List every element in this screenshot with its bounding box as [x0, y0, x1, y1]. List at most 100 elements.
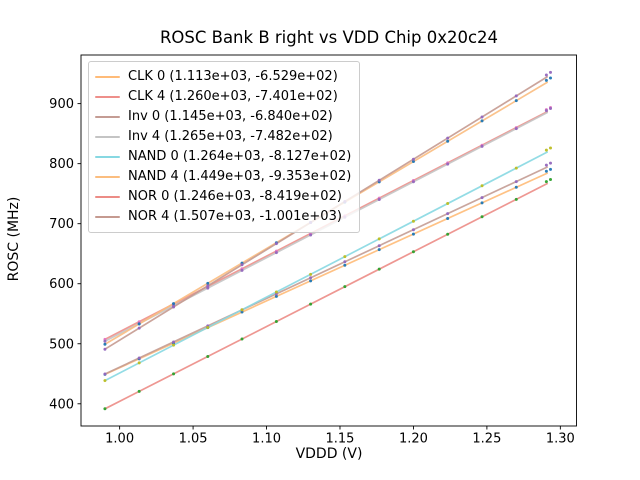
- legend-entry: NAND 4 (1.449e+03, -9.353e+02): [95, 167, 351, 187]
- legend-line-swatch: [95, 155, 120, 159]
- x-tick-label: 1.05: [179, 432, 208, 447]
- data-point: [480, 119, 484, 123]
- data-point: [343, 255, 347, 259]
- data-point: [103, 372, 107, 376]
- data-point: [274, 290, 278, 294]
- legend-line-swatch: [95, 115, 120, 119]
- data-point: [544, 109, 548, 113]
- y-tick-label: 700: [49, 217, 74, 232]
- data-point: [446, 136, 450, 140]
- data-point: [544, 78, 548, 82]
- x-tick-label: 1.20: [399, 432, 428, 447]
- data-point: [548, 161, 552, 165]
- y-tick-label: 900: [49, 97, 74, 112]
- data-point: [377, 197, 381, 201]
- fit-line: [104, 182, 548, 410]
- data-point: [240, 268, 244, 272]
- data-point: [103, 379, 107, 383]
- data-point: [206, 325, 210, 329]
- data-point: [544, 180, 548, 184]
- data-point: [240, 308, 244, 312]
- data-point: [206, 284, 210, 288]
- y-tick-label: 800: [49, 157, 74, 172]
- legend-entry-label: CLK 4 (1.260e+03, -7.401e+02): [128, 89, 338, 104]
- data-point: [544, 169, 548, 173]
- data-point: [274, 251, 278, 255]
- x-tick-label: 1.00: [105, 432, 134, 447]
- data-point: [343, 263, 347, 267]
- legend-entry-label: Inv 0 (1.145e+03, -6.840e+02): [128, 109, 333, 124]
- data-point: [274, 294, 278, 298]
- data-point: [480, 115, 484, 119]
- data-point: [172, 372, 176, 376]
- data-point: [544, 148, 548, 152]
- x-axis-label: VDDD (V): [295, 446, 363, 462]
- data-point: [548, 167, 552, 171]
- y-tick-label: 600: [49, 277, 74, 292]
- data-point: [514, 127, 518, 131]
- data-point: [514, 94, 518, 98]
- fit-line: [104, 166, 548, 375]
- data-point: [480, 201, 484, 205]
- y-tick-label: 500: [49, 337, 74, 352]
- fit-line: [104, 151, 548, 382]
- legend-line-swatch: [95, 175, 120, 179]
- data-point: [206, 286, 210, 290]
- data-point: [548, 76, 552, 80]
- data-point: [274, 320, 278, 324]
- legend-entry: CLK 4 (1.260e+03, -7.401e+02): [95, 87, 351, 107]
- data-point: [446, 217, 450, 221]
- data-point: [446, 139, 450, 143]
- data-point: [240, 263, 244, 267]
- data-point: [411, 180, 415, 184]
- data-point: [480, 144, 484, 148]
- data-point: [514, 99, 518, 103]
- data-point: [103, 347, 107, 351]
- data-point: [548, 70, 552, 74]
- legend-entry-label: NAND 4 (1.449e+03, -9.353e+02): [128, 169, 352, 184]
- legend-entry: NOR 0 (1.246e+03, -8.419e+02): [95, 187, 351, 207]
- data-point: [544, 73, 548, 77]
- y-tick-label: 400: [49, 397, 74, 412]
- data-point: [411, 160, 415, 164]
- data-point: [240, 310, 244, 314]
- data-point: [446, 232, 450, 236]
- data-point: [309, 302, 313, 306]
- data-point: [137, 389, 141, 393]
- data-point: [411, 157, 415, 161]
- x-tick-label: 1.30: [546, 432, 575, 447]
- data-point: [411, 232, 415, 236]
- data-point: [480, 184, 484, 188]
- data-point: [206, 281, 210, 285]
- data-point: [548, 178, 552, 182]
- legend-line-swatch: [95, 195, 120, 199]
- data-point: [514, 185, 518, 189]
- data-point: [377, 178, 381, 182]
- data-point: [480, 196, 484, 200]
- data-point: [309, 233, 313, 237]
- data-point: [103, 342, 107, 346]
- data-point: [137, 326, 141, 330]
- data-point: [206, 354, 210, 358]
- data-point: [137, 322, 141, 326]
- data-point: [377, 244, 381, 248]
- data-point: [343, 285, 347, 289]
- data-point: [172, 343, 176, 347]
- y-axis-label: ROSC (MHz): [6, 196, 22, 282]
- data-point: [480, 215, 484, 219]
- data-point: [514, 166, 518, 170]
- data-point: [172, 302, 176, 306]
- legend-line-swatch: [95, 95, 120, 99]
- x-tick-label: 1.25: [472, 432, 501, 447]
- data-point: [548, 146, 552, 150]
- legend-entry-label: Inv 4 (1.265e+03, -7.482e+02): [128, 129, 333, 144]
- data-point: [309, 279, 313, 283]
- data-point: [274, 242, 278, 246]
- data-point: [172, 305, 176, 309]
- legend-line-swatch: [95, 75, 120, 79]
- legend-entry: Inv 4 (1.265e+03, -7.482e+02): [95, 127, 351, 147]
- x-tick-label: 1.10: [252, 432, 281, 447]
- legend-entry-label: NOR 4 (1.507e+03, -1.001e+03): [128, 209, 342, 224]
- data-point: [446, 162, 450, 166]
